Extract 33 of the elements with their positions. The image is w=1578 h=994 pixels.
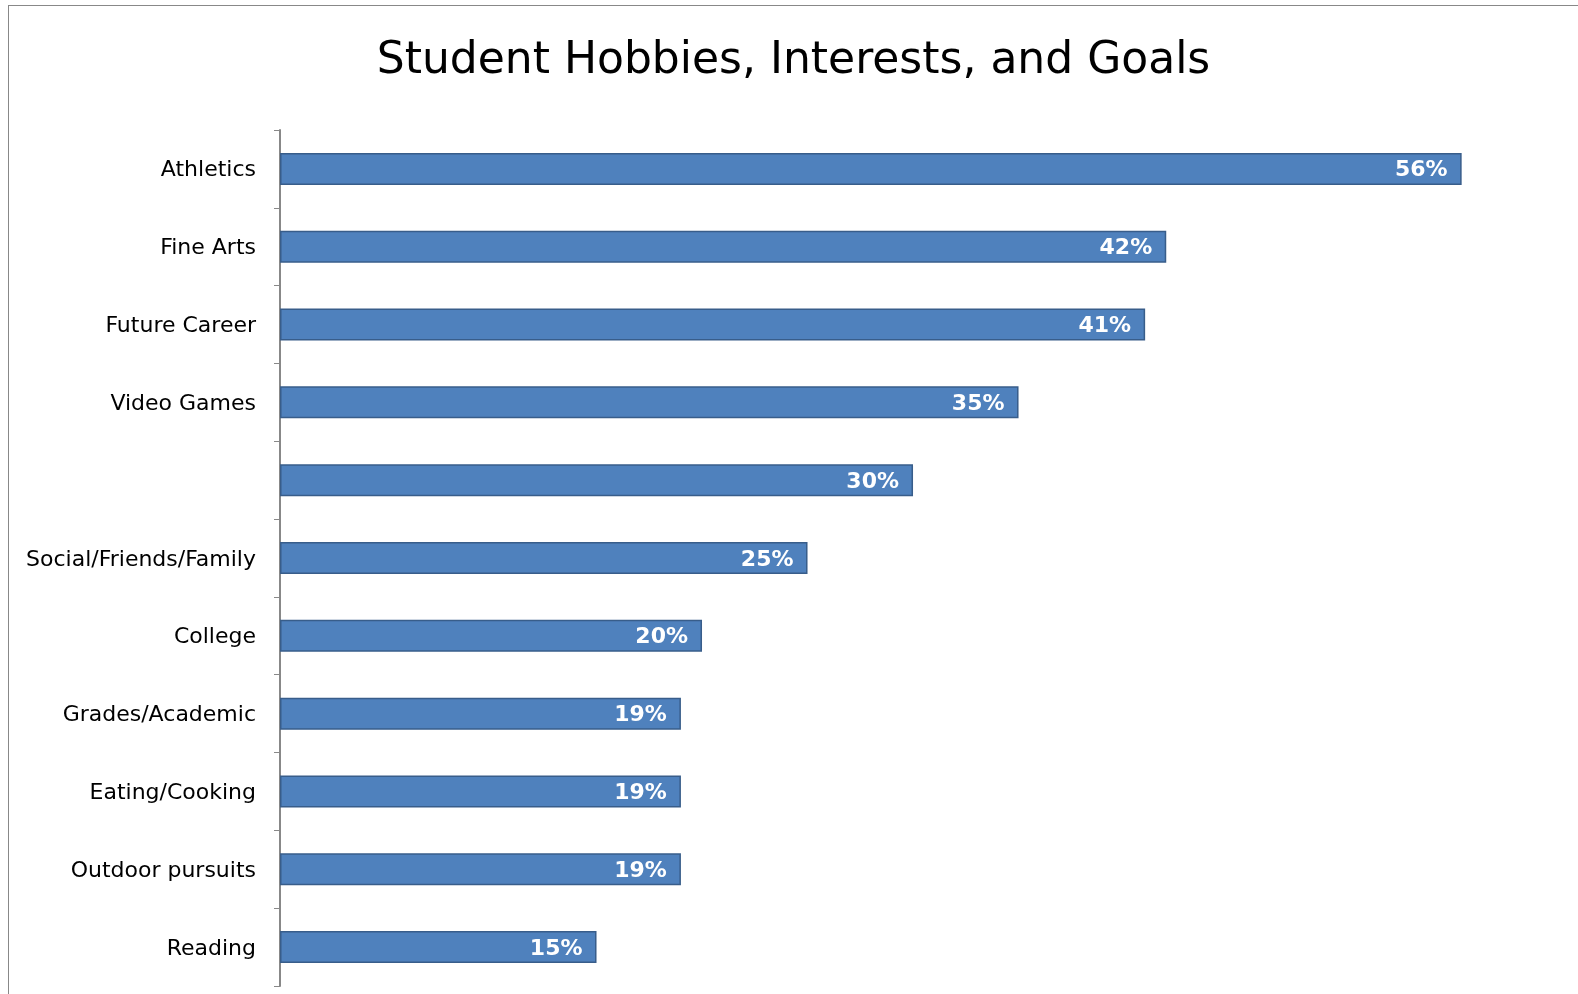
y-tick-label: Future Career — [105, 312, 257, 338]
y-tick-label: Eating/Cooking — [89, 778, 256, 804]
chart-title: Student Hobbies, Interests, and Goals — [376, 31, 1211, 83]
y-tick-label: Outdoor pursuits — [70, 856, 256, 882]
data-label: 25% — [740, 545, 794, 571]
bar — [280, 853, 681, 886]
data-label: 41% — [1078, 312, 1132, 338]
y-tick-label: Social/Friends/Family — [26, 545, 256, 571]
bar — [280, 152, 1462, 185]
bar — [280, 619, 703, 652]
bar — [280, 308, 1146, 341]
y-tick-label: Video Games — [110, 389, 256, 415]
data-label: 42% — [1099, 234, 1153, 260]
bar — [280, 464, 914, 497]
bar — [280, 931, 597, 964]
y-tick-label: Reading — [166, 934, 256, 960]
bar — [280, 697, 681, 730]
data-label: 19% — [614, 701, 667, 727]
bar — [280, 230, 1167, 263]
data-label: 19% — [614, 778, 667, 804]
y-tick-label: Athletics — [160, 156, 256, 182]
data-label: 35% — [951, 389, 1005, 415]
data-label: 19% — [614, 856, 667, 882]
data-label: 15% — [529, 934, 583, 960]
y-tick-label: Fine Arts — [160, 234, 256, 260]
bar — [280, 386, 1019, 419]
y-tick-label: College — [173, 623, 256, 649]
data-label: 20% — [635, 623, 689, 649]
data-label: 56% — [1394, 156, 1448, 182]
bar — [280, 542, 808, 574]
data-label: 30% — [846, 467, 900, 493]
bar — [280, 775, 681, 808]
y-tick-label: Grades/Academic — [62, 701, 256, 727]
